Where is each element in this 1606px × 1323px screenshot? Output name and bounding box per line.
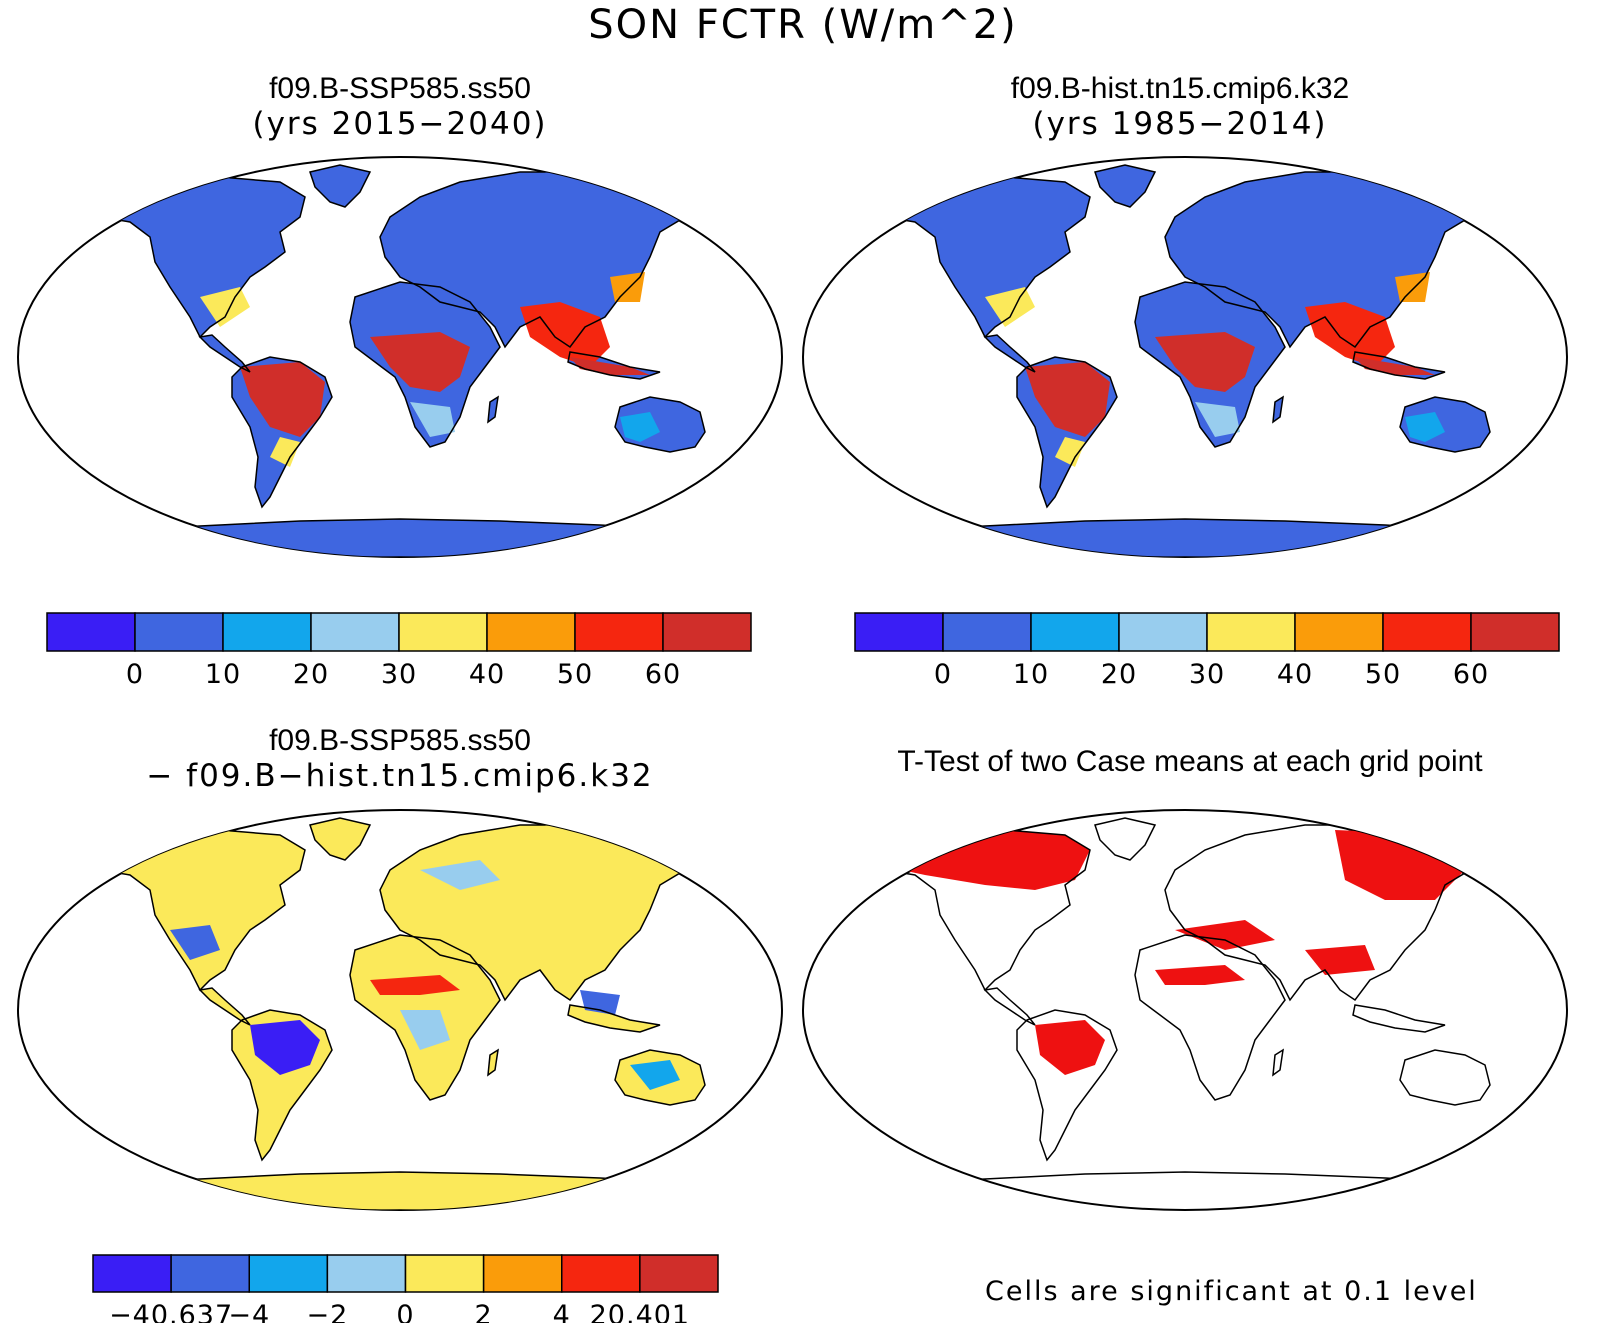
panel-title-line1: f09.B-hist.tn15.cmip6.k32 bbox=[1010, 72, 1350, 105]
panel-title-line1: f09.B-SSP585.ss50 bbox=[269, 72, 531, 105]
colorbar-swatch bbox=[404, 1254, 485, 1293]
colorbar-swatch bbox=[574, 612, 664, 652]
panel-title-line2: (yrs 2015−2040) bbox=[252, 106, 548, 142]
colorbar-swatch bbox=[639, 1254, 719, 1293]
map-panel-top-left bbox=[17, 156, 783, 558]
panel-title-top-right: f09.B-hist.tn15.cmip6.k32 (yrs 1985−2014… bbox=[800, 72, 1560, 142]
colorbar-swatch bbox=[854, 612, 944, 652]
colorbar-tick-label: 4 bbox=[553, 1300, 571, 1323]
colorbar-tick-label: 50 bbox=[557, 659, 593, 690]
map-panel-top-right bbox=[802, 156, 1568, 558]
colorbar-swatch bbox=[942, 612, 1032, 652]
map-panel-bottom-left bbox=[17, 809, 783, 1211]
colorbar-swatch bbox=[92, 1254, 172, 1293]
colorbar-tick-label: 20 bbox=[1101, 659, 1137, 690]
significance-note: Cells are significant at 0.1 level bbox=[985, 1276, 1478, 1307]
colorbar-tick-label: 40 bbox=[469, 659, 505, 690]
colorbar-swatch bbox=[1470, 612, 1560, 652]
colorbar-swatch bbox=[326, 1254, 407, 1293]
colorbar-tick-label: 50 bbox=[1365, 659, 1401, 690]
colorbar-tick-label: 10 bbox=[1013, 659, 1049, 690]
panel-title-line2: (yrs 1985−2014) bbox=[1032, 106, 1328, 142]
colorbar-swatch bbox=[1382, 612, 1472, 652]
land-fill bbox=[70, 165, 705, 557]
colorbar-swatch bbox=[1118, 612, 1208, 652]
colorbar-swatch bbox=[1030, 612, 1120, 652]
panel-title-bottom-left: f09.B-SSP585.ss50 − f09.B−hist.tn15.cmip… bbox=[20, 724, 780, 794]
panel-title-top-left: f09.B-SSP585.ss50 (yrs 2015−2040) bbox=[20, 72, 780, 142]
colorbar-top-right: 0 10 20 30 40 50 60 bbox=[854, 612, 1560, 690]
map-panel-bottom-right bbox=[802, 809, 1568, 1211]
colorbar-tick-label: 0 bbox=[126, 659, 144, 690]
colorbar-tick-label: 20 bbox=[293, 659, 329, 690]
colorbar-swatch bbox=[1206, 612, 1296, 652]
colorbar-swatch bbox=[482, 1254, 563, 1293]
colorbar-tick-label: −40.637 bbox=[109, 1300, 233, 1323]
colorbar-swatch bbox=[170, 1254, 250, 1293]
colorbar-swatch bbox=[46, 612, 136, 652]
colorbar-swatch bbox=[561, 1254, 641, 1293]
colorbar-top-left: 0 10 20 30 40 50 60 bbox=[46, 612, 752, 690]
colorbar-bottom-left: −40.637−4 −2 0 2 4 20.401 bbox=[92, 1254, 719, 1323]
colorbar-swatch bbox=[310, 612, 400, 652]
colorbar-swatch bbox=[222, 612, 312, 652]
colorbar-tick-label: 60 bbox=[1453, 659, 1489, 690]
colorbar-tick-label: 10 bbox=[205, 659, 241, 690]
colorbar-tick-label: 60 bbox=[645, 659, 681, 690]
land-fill bbox=[855, 165, 1490, 557]
panel-title-line1: f09.B-SSP585.ss50 bbox=[269, 724, 531, 757]
colorbar-tick-label: 30 bbox=[1189, 659, 1225, 690]
colorbar-tick-label: 0 bbox=[934, 659, 952, 690]
panel-title-bottom-right: T-Test of two Case means at each grid po… bbox=[800, 745, 1580, 779]
colorbar-swatch bbox=[398, 612, 488, 652]
colorbar-tick-label: 2 bbox=[475, 1300, 493, 1323]
colorbar-tick-label: 40 bbox=[1277, 659, 1313, 690]
panel-title-line2: − f09.B−hist.tn15.cmip6.k32 bbox=[146, 758, 654, 794]
colorbar-swatch bbox=[134, 612, 224, 652]
panel-title-line1: T-Test of two Case means at each grid po… bbox=[897, 745, 1483, 778]
figure-title: SON FCTR (W/m^2) bbox=[588, 2, 1018, 48]
colorbar-swatch bbox=[662, 612, 752, 652]
colorbar-tick-label: −4 bbox=[228, 1300, 270, 1323]
colorbar-swatch bbox=[486, 612, 576, 652]
colorbar-tick-label: 30 bbox=[381, 659, 417, 690]
colorbar-tick-label: 20.401 bbox=[590, 1300, 690, 1323]
colorbar-tick-label: −2 bbox=[306, 1300, 348, 1323]
colorbar-swatch bbox=[248, 1254, 329, 1293]
colorbar-tick-label: 0 bbox=[396, 1300, 414, 1323]
colorbar-swatch bbox=[1294, 612, 1384, 652]
